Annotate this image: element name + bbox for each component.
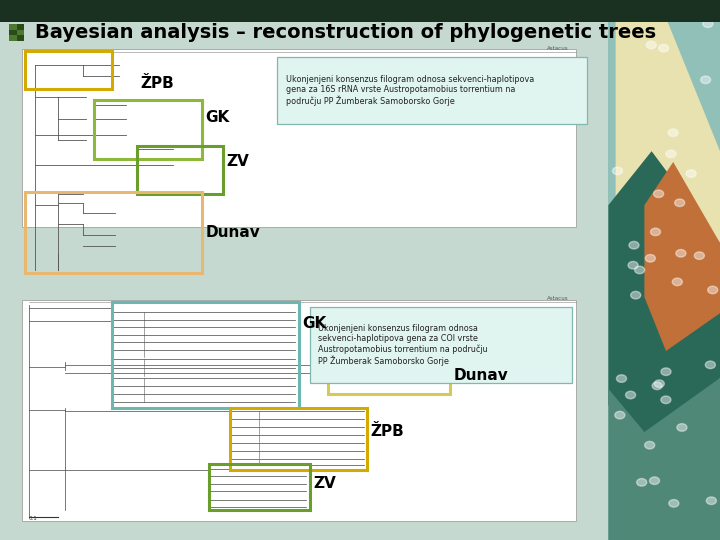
Bar (137, 146, 223, 194)
Bar (22, 300, 576, 521)
Circle shape (613, 167, 623, 174)
Text: Astacus: Astacus (547, 46, 569, 51)
Polygon shape (644, 162, 720, 351)
Circle shape (686, 170, 696, 177)
Bar (94, 100, 202, 159)
Circle shape (703, 20, 713, 28)
Circle shape (616, 375, 626, 382)
Circle shape (675, 199, 685, 207)
Text: GK: GK (302, 316, 327, 332)
Polygon shape (608, 378, 720, 540)
Text: Ukonjenjeni konsenzus filogram odnosa sekvenci-haplotipova
gena za 16S rRNA vrst: Ukonjenjeni konsenzus filogram odnosa se… (286, 75, 534, 106)
Polygon shape (608, 151, 720, 475)
Circle shape (694, 252, 704, 259)
Circle shape (654, 190, 664, 198)
Circle shape (634, 266, 644, 274)
Bar (22, 49, 576, 227)
Circle shape (672, 278, 683, 286)
Bar (608, 0, 720, 540)
Circle shape (631, 292, 641, 299)
Bar (9, 30, 17, 35)
Text: ZV: ZV (227, 154, 250, 170)
Bar (9, 35, 17, 40)
Text: Dunav: Dunav (205, 225, 260, 240)
Bar (209, 464, 310, 510)
Circle shape (645, 254, 655, 262)
Bar (9, 24, 24, 40)
Text: ŽPB: ŽPB (371, 424, 405, 440)
Bar (9, 24, 17, 30)
Circle shape (629, 241, 639, 249)
Text: ZV: ZV (313, 476, 336, 491)
Text: Ukonjenjeni konsenzus filogram odnosa
sekvenci-haplotipova gena za COI vrste
Aus: Ukonjenjeni konsenzus filogram odnosa se… (318, 324, 488, 366)
Circle shape (659, 44, 669, 52)
Text: Astacus: Astacus (547, 296, 569, 301)
Bar (277, 57, 587, 124)
Circle shape (661, 396, 671, 403)
Bar (25, 192, 202, 273)
Circle shape (676, 249, 686, 257)
Circle shape (615, 411, 625, 419)
Bar (0, 0, 720, 22)
Polygon shape (616, 0, 720, 459)
Circle shape (701, 76, 711, 84)
Circle shape (706, 497, 716, 504)
Bar (328, 362, 450, 394)
Text: 0.1: 0.1 (29, 516, 37, 521)
Text: ŽPB: ŽPB (140, 76, 174, 91)
Circle shape (668, 129, 678, 137)
Bar (25, 51, 112, 89)
Circle shape (708, 286, 718, 294)
Text: Bayesian analysis – reconstruction of phylogenetic trees: Bayesian analysis – reconstruction of ph… (35, 23, 656, 42)
Circle shape (650, 228, 660, 235)
Circle shape (677, 424, 687, 431)
Text: Dunav: Dunav (454, 368, 508, 383)
Circle shape (661, 368, 671, 375)
Circle shape (706, 361, 716, 369)
Circle shape (654, 380, 665, 388)
Bar (310, 307, 572, 383)
Bar (17, 24, 24, 30)
Circle shape (628, 261, 638, 269)
Circle shape (649, 477, 660, 484)
Circle shape (669, 500, 679, 507)
Circle shape (652, 382, 662, 390)
Circle shape (646, 41, 656, 49)
Bar (17, 30, 24, 35)
Bar (230, 408, 367, 470)
Text: GK: GK (205, 110, 230, 125)
Circle shape (649, 8, 660, 15)
Circle shape (666, 150, 676, 158)
Bar (112, 302, 299, 408)
Circle shape (626, 391, 636, 399)
Circle shape (636, 478, 647, 486)
Bar (17, 35, 24, 40)
Circle shape (644, 441, 654, 449)
